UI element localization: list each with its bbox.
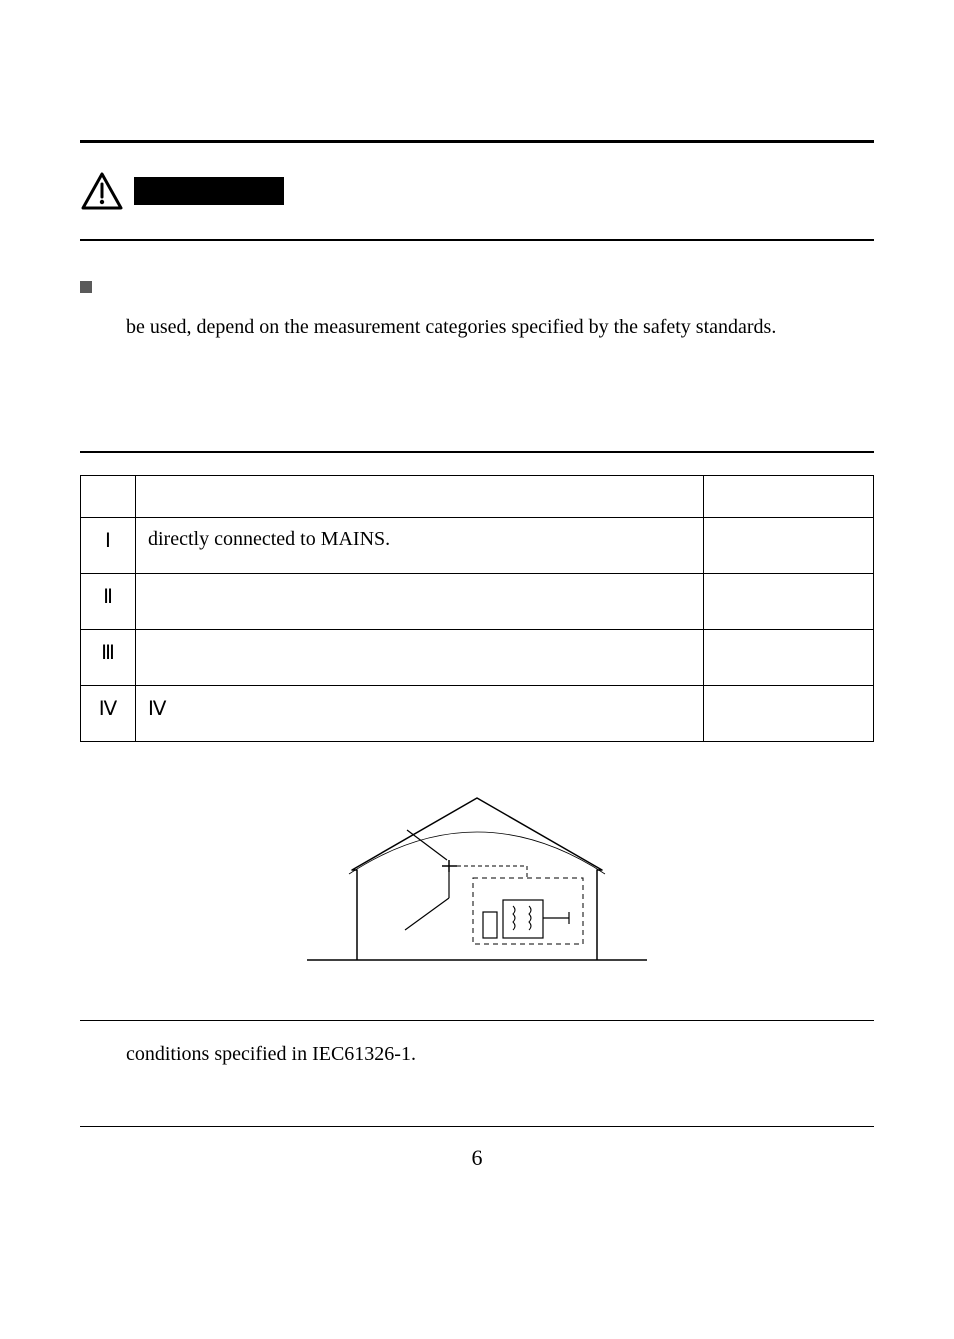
table-header-row xyxy=(81,476,874,518)
table-cell-desc-prefix: Ⅳ xyxy=(148,698,166,720)
table-cell-no: Ⅰ xyxy=(81,518,136,574)
top-horizontal-rule xyxy=(80,140,874,143)
warning-heading xyxy=(80,171,874,211)
warning-underline-rule xyxy=(80,239,874,241)
table-row: Ⅰ directly connected to MAINS. xyxy=(81,518,874,574)
category-table: Ⅰ directly connected to MAINS. Ⅱ Ⅲ Ⅳ Ⅳ xyxy=(80,475,874,742)
table-cell-rem xyxy=(704,630,874,686)
table-cell-no: Ⅱ xyxy=(81,574,136,630)
table-cell-desc: directly connected to MAINS. xyxy=(136,518,704,574)
table-row: Ⅱ xyxy=(81,574,874,630)
table-cell-rem xyxy=(704,574,874,630)
table-header-desc xyxy=(136,476,704,518)
note-top-rule xyxy=(80,1020,874,1021)
intro-paragraph: be used, depend on the measurement categ… xyxy=(126,313,874,341)
warning-label-blackbar xyxy=(134,177,284,205)
table-row: Ⅳ Ⅳ xyxy=(81,686,874,742)
warning-triangle-icon xyxy=(80,171,124,211)
page-number: 6 xyxy=(80,1145,874,1171)
table-header-rem xyxy=(704,476,874,518)
house-wiring-diagram xyxy=(80,770,874,980)
table-cell-desc xyxy=(136,630,704,686)
table-header-no xyxy=(81,476,136,518)
note-paragraph: conditions specified in IEC61326-1. xyxy=(126,1043,874,1066)
table-cell-no: Ⅳ xyxy=(81,686,136,742)
square-bullet-icon xyxy=(80,281,92,293)
table-cell-rem xyxy=(704,518,874,574)
intro-bullet-row xyxy=(80,275,874,293)
table-row: Ⅲ xyxy=(81,630,874,686)
table-cell-no: Ⅲ xyxy=(81,630,136,686)
table-section-rule xyxy=(80,451,874,453)
table-cell-rem xyxy=(704,686,874,742)
table-cell-desc: Ⅳ xyxy=(136,686,704,742)
footer-rule xyxy=(80,1126,874,1127)
table-cell-desc xyxy=(136,574,704,630)
